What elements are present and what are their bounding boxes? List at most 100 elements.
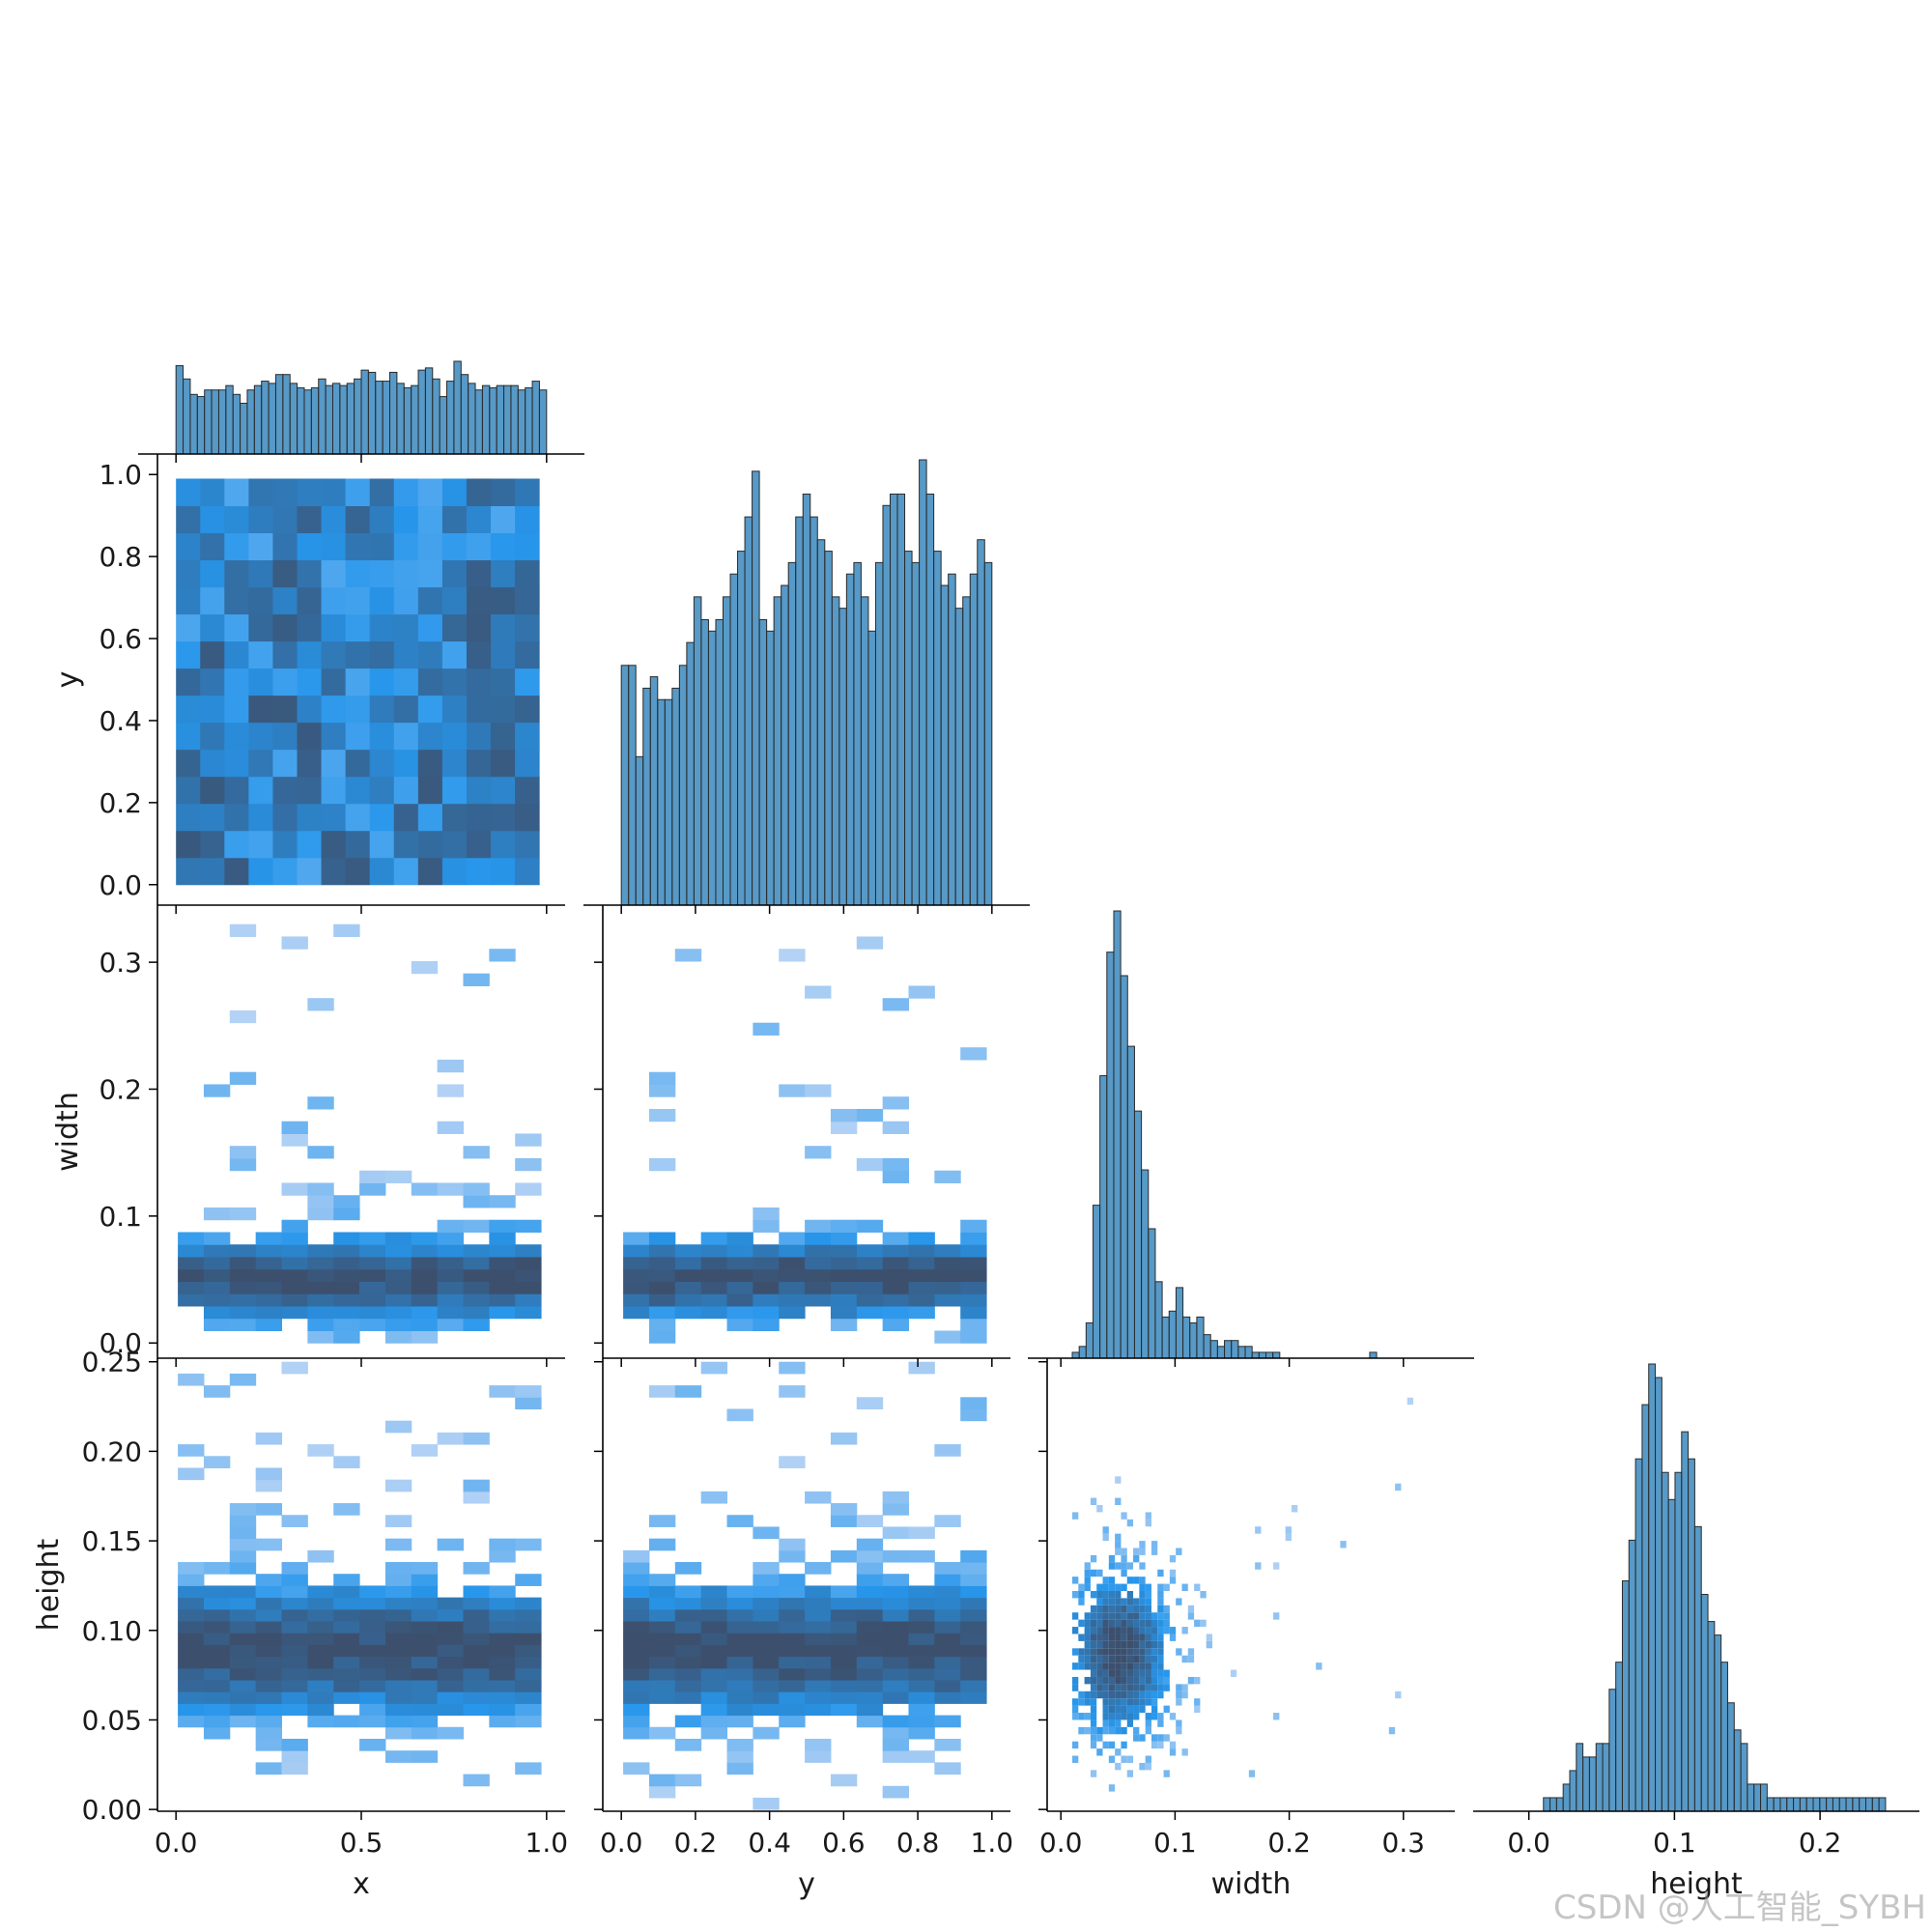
hist2d-cell [393, 803, 419, 832]
hist2d-cell [437, 1121, 464, 1134]
hist-bar-width [1224, 1340, 1233, 1359]
hist2d-cell [726, 1667, 753, 1681]
hist2d-cell [1096, 1605, 1103, 1613]
hist2d-cell [1157, 1648, 1164, 1656]
hist2d-cell [753, 1022, 780, 1036]
hist2d-cell [779, 1703, 806, 1717]
hist2d-cell [1096, 1590, 1103, 1599]
hist2d-cell [203, 1585, 231, 1599]
hist2d-cell [369, 695, 395, 724]
hist2d-cell [674, 1621, 702, 1634]
hist2d-cell [1388, 1726, 1396, 1735]
hist2d-cell [960, 1562, 987, 1575]
hist-bar-width [1092, 1205, 1101, 1359]
hist2d-cell [321, 613, 347, 642]
hist-bar-x [232, 393, 242, 455]
hist2d-cell [333, 1644, 360, 1658]
hist2d-cell [333, 1456, 360, 1468]
hist2d-cell [1181, 1684, 1188, 1691]
hist2d-cell [224, 559, 249, 588]
hist2d-cell [805, 1608, 832, 1622]
hist2d-cell [1126, 1605, 1134, 1613]
watermark: CSDN @人工智能_SYBH [1553, 1889, 1926, 1927]
hist2d-cell [281, 1691, 308, 1704]
hist2d-cell [200, 695, 225, 724]
hist2d-cell [255, 1232, 283, 1245]
hist2d-cell [281, 1121, 308, 1134]
hist2d-cell [1176, 1719, 1182, 1727]
hist2d-cell [1176, 1690, 1182, 1699]
hist2d-cell [1139, 1698, 1146, 1706]
hist2d-cell [960, 1608, 987, 1622]
hist2d-cell [203, 1207, 231, 1221]
hist2d-cell [882, 1750, 909, 1763]
hist2d-cell [272, 668, 298, 696]
hist2d-cell [1090, 1590, 1097, 1599]
hist2d-cell [255, 1268, 283, 1282]
hist2d-cell [1084, 1726, 1091, 1735]
hist2d-cell [307, 1182, 334, 1196]
hist2d-cell [1078, 1598, 1085, 1605]
hist2d-cell [648, 1268, 676, 1282]
hist2d-cell [1151, 1648, 1158, 1656]
hist2d-cell [934, 1256, 961, 1270]
hist2d-cell [674, 1667, 702, 1681]
hist-bar-x [183, 378, 191, 455]
hist2d-cell [700, 1656, 728, 1669]
hist2d-cell [384, 1633, 412, 1645]
hist-bar-height [1766, 1797, 1775, 1812]
hist2d-cell [1090, 1734, 1097, 1742]
hist2d-cell [248, 613, 273, 642]
hist2d-cell [489, 1549, 516, 1563]
hist2d-cell [908, 1750, 935, 1763]
hist2d-cell [1133, 1627, 1140, 1634]
hist2d-cell [1072, 1755, 1079, 1763]
hist2d-cell [384, 1562, 412, 1575]
hist2d-cell [491, 505, 516, 534]
hist2d-cell [779, 1597, 806, 1610]
hist2d-cell [700, 1608, 728, 1622]
hist2d-cell [623, 1549, 650, 1563]
y-tick-label-y: 0.2 [99, 787, 142, 819]
hist2d-cell [830, 1703, 858, 1717]
hist2d-cell [307, 1256, 334, 1270]
hist2d-cell [489, 1256, 516, 1270]
hist-bar-y [831, 596, 840, 906]
hist2d-cell [441, 478, 468, 506]
hist2d-cell [856, 1597, 884, 1610]
hist2d-cell [934, 1515, 961, 1527]
hist2d-cell [441, 749, 468, 778]
hist2d-cell [856, 1633, 884, 1645]
hist-bar-x [196, 396, 206, 455]
y-tick-label-width: 0.1 [99, 1201, 142, 1233]
hist2d-cell [856, 1608, 884, 1622]
hist-bar-x [503, 384, 512, 455]
hist2d-cell [229, 1071, 257, 1085]
hist2d-cell [1096, 1619, 1103, 1628]
hist2d-cell [224, 857, 249, 886]
hist-bar-width [1078, 1346, 1087, 1359]
hist2d-cell [674, 949, 702, 962]
hist2d-cell [1187, 1676, 1195, 1685]
hist-bar-height [1707, 1621, 1716, 1812]
hist2d-cell [1145, 1669, 1151, 1677]
hist2d-cell [1181, 1627, 1188, 1634]
hist2d-cell [1169, 1748, 1177, 1756]
hist2d-cell [281, 1679, 308, 1692]
hist2d-cell [333, 1608, 360, 1622]
hist2d-cell [1115, 1476, 1122, 1484]
hist2d-cell [393, 695, 419, 724]
hist2d-cell [176, 613, 201, 642]
hist2d-cell [489, 1219, 516, 1233]
hist2d-cell [203, 1691, 231, 1704]
hist2d-cell [648, 1108, 676, 1122]
hist2d-cell [411, 1691, 439, 1704]
y-tick-label-y: 0.8 [99, 541, 142, 573]
hist2d-cell [623, 1562, 650, 1575]
hist2d-cell [674, 1585, 702, 1599]
hist2d-cell [623, 1667, 650, 1681]
hist2d-cell [359, 1608, 386, 1622]
hist2d-cell [1139, 1577, 1146, 1584]
hist2d-cell [1139, 1612, 1146, 1620]
x-tick-label-x: 1.0 [526, 1827, 569, 1859]
